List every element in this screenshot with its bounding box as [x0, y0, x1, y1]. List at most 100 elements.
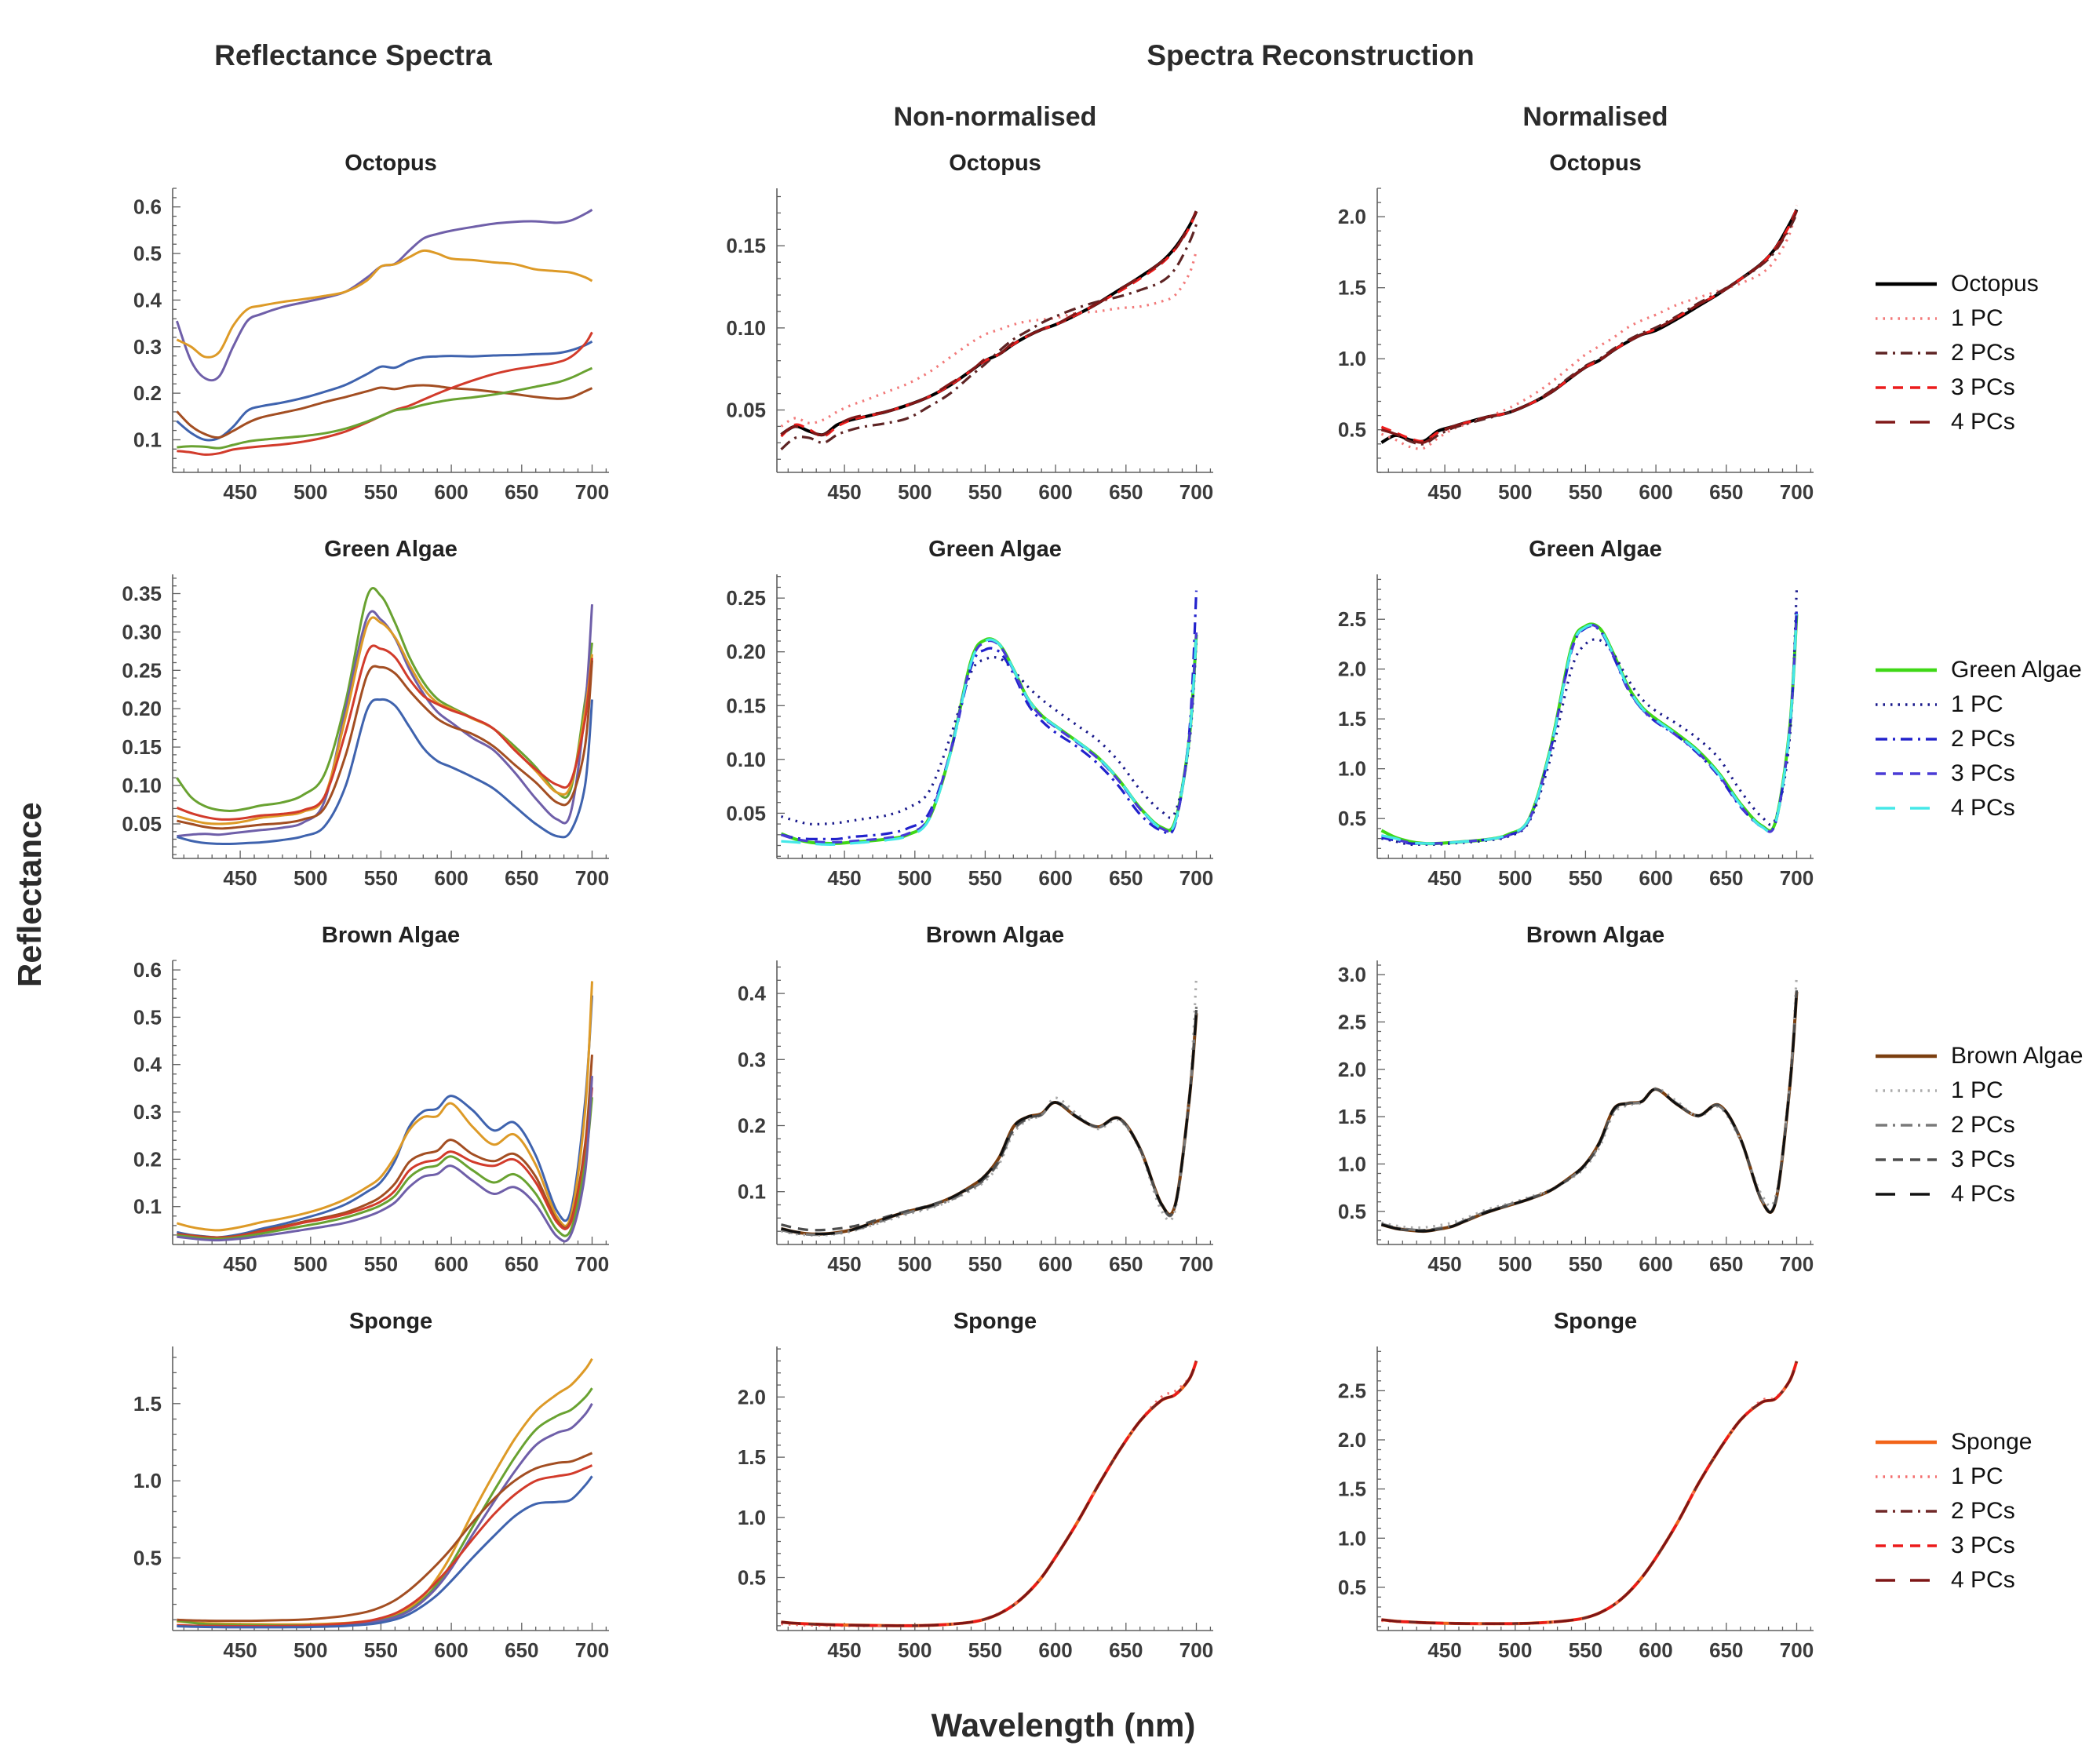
series-1-pc: [1381, 974, 1799, 1230]
svg-text:650: 650: [1709, 1252, 1743, 1276]
series-3-pcs: [1380, 990, 1799, 1232]
legend-item: 1 PC: [1876, 1073, 2100, 1108]
svg-text:0.15: 0.15: [122, 735, 162, 759]
series-2-pcs: [781, 1006, 1198, 1237]
svg-text:0.5: 0.5: [1338, 418, 1366, 442]
legend-item: 1 PC: [1876, 1459, 2100, 1494]
series-4-pcs: [781, 1013, 1198, 1236]
legend-label: Green Algae: [1951, 657, 2082, 683]
series-specimen-green: [177, 366, 593, 450]
svg-text:2.0: 2.0: [1338, 1058, 1366, 1081]
svg-text:550: 550: [968, 866, 1002, 890]
plot-brown-algae-reflectance: 450 500 550 600 650 700 0.1 0.2 0.3 0.4 0.5 0.6: [133, 958, 609, 1276]
legend-line-sample: [1876, 1089, 1937, 1092]
svg-text:500: 500: [293, 1252, 327, 1276]
series-4-pcs: [1381, 614, 1799, 845]
legend-line-sample: [1876, 1440, 1937, 1445]
panel-title: Octopus: [345, 151, 437, 176]
svg-text:0.25: 0.25: [726, 586, 766, 610]
chart-green-algae-nonnormalised: Green Algae 450 500 550 600 650 700 0.05 0.10 0.…: [698, 535, 1224, 904]
legend-label: 2 PCs: [1951, 340, 2015, 366]
series-specimen-red: [177, 331, 593, 456]
legend-item: 4 PCs: [1876, 405, 2100, 439]
svg-text:600: 600: [434, 1638, 468, 1662]
legend-line-sample: [1876, 738, 1937, 741]
svg-text:1.0: 1.0: [1338, 1152, 1366, 1175]
legend-item: Sponge: [1876, 1425, 2100, 1459]
series-specimen-blue: [177, 1475, 593, 1629]
legend-sponge: Sponge 1 PC 2 PCs 3 PCs 4 PCs: [1876, 1425, 2100, 1598]
svg-text:700: 700: [1179, 1252, 1213, 1276]
svg-text:500: 500: [1498, 1638, 1532, 1662]
svg-text:700: 700: [1179, 866, 1213, 890]
legend-line-sample: [1876, 282, 1937, 286]
svg-text:2.0: 2.0: [1338, 205, 1366, 228]
svg-text:600: 600: [1038, 1638, 1072, 1662]
svg-text:0.6: 0.6: [133, 195, 162, 219]
series-2-pcs: [781, 1360, 1198, 1627]
svg-text:450: 450: [1427, 480, 1461, 504]
panel-title: Sponge: [1553, 1309, 1638, 1334]
legend-line-sample: [1876, 703, 1937, 706]
series-octopus: [780, 210, 1198, 437]
svg-text:550: 550: [364, 1252, 398, 1276]
svg-text:0.2: 0.2: [133, 1147, 162, 1171]
chart-octopus-nonnormalised: Octopus 450 500 550 600 650 700 0.05 0.10 0.15: [698, 149, 1224, 518]
svg-text:700: 700: [575, 1252, 609, 1276]
legend-label: 3 PCs: [1951, 374, 2015, 400]
svg-text:500: 500: [293, 1638, 327, 1662]
svg-text:0.20: 0.20: [726, 640, 766, 664]
legend-label: 3 PCs: [1951, 760, 2015, 786]
plot-octopus-normalised: 450 500 550 600 650 700 0.5 1.0 1.5 2.0: [1338, 188, 1814, 504]
svg-text:450: 450: [223, 866, 257, 890]
svg-text:650: 650: [1709, 866, 1743, 890]
legend-line-sample: [1876, 352, 1937, 355]
chart-brown-algae-normalised: Brown Algae 450 500 550 600 650 700 0.5 1.0 1.5 2…: [1299, 921, 1825, 1290]
svg-text:450: 450: [827, 866, 861, 890]
legend-line-sample: [1876, 668, 1937, 672]
svg-text:0.5: 0.5: [1338, 807, 1366, 830]
series-1-pc: [781, 1360, 1198, 1627]
svg-text:450: 450: [223, 1638, 257, 1662]
svg-text:700: 700: [575, 866, 609, 890]
series-specimen-blue: [176, 340, 593, 442]
svg-text:0.1: 0.1: [133, 428, 162, 452]
svg-text:0.10: 0.10: [726, 316, 766, 340]
svg-text:1.0: 1.0: [1338, 1526, 1366, 1550]
chart-sponge-reflectance: Sponge 450 500 550 600 650 700 0.5 1.0 1.5: [94, 1307, 620, 1676]
svg-text:0.25: 0.25: [122, 658, 162, 682]
series-specimen-blue: [177, 995, 593, 1239]
svg-text:600: 600: [1639, 1252, 1672, 1276]
subtitle-normalised: Normalised: [1522, 102, 1668, 132]
series-4-pcs: [781, 1360, 1198, 1627]
svg-text:0.05: 0.05: [122, 812, 162, 836]
legend-label: 1 PC: [1951, 305, 2003, 331]
svg-text:650: 650: [505, 1252, 538, 1276]
series-green-algae: [780, 634, 1198, 845]
series-1-pc: [781, 976, 1198, 1237]
svg-text:2.5: 2.5: [1338, 1379, 1366, 1402]
svg-text:650: 650: [1109, 1252, 1143, 1276]
svg-text:1.5: 1.5: [1338, 276, 1366, 300]
plot-brown-algae-nonnormalised: 450 500 550 600 650 700 0.1 0.2 0.3 0.4: [738, 960, 1213, 1276]
svg-text:0.05: 0.05: [726, 399, 766, 422]
svg-text:550: 550: [364, 480, 398, 504]
svg-text:1.5: 1.5: [133, 1392, 162, 1416]
legend-item: 3 PCs: [1876, 370, 2100, 405]
panel-title: Octopus: [1549, 151, 1642, 176]
series-2-pcs: [1381, 609, 1799, 845]
series-specimen-green: [176, 586, 593, 812]
legend-label: 4 PCs: [1951, 1567, 2015, 1593]
series-specimen-purple: [177, 1076, 593, 1243]
svg-text:550: 550: [968, 1252, 1002, 1276]
legend-item: 1 PC: [1876, 301, 2100, 336]
svg-text:0.4: 0.4: [738, 982, 767, 1005]
legend-line-sample: [1876, 421, 1937, 424]
legend-item: 3 PCs: [1876, 756, 2100, 791]
svg-text:700: 700: [1780, 1252, 1814, 1276]
svg-text:450: 450: [827, 1638, 861, 1662]
legend-label: 2 PCs: [1951, 1112, 2015, 1138]
svg-text:1.5: 1.5: [1338, 1105, 1366, 1128]
svg-text:650: 650: [1109, 480, 1143, 504]
legend-item: 2 PCs: [1876, 1494, 2100, 1529]
